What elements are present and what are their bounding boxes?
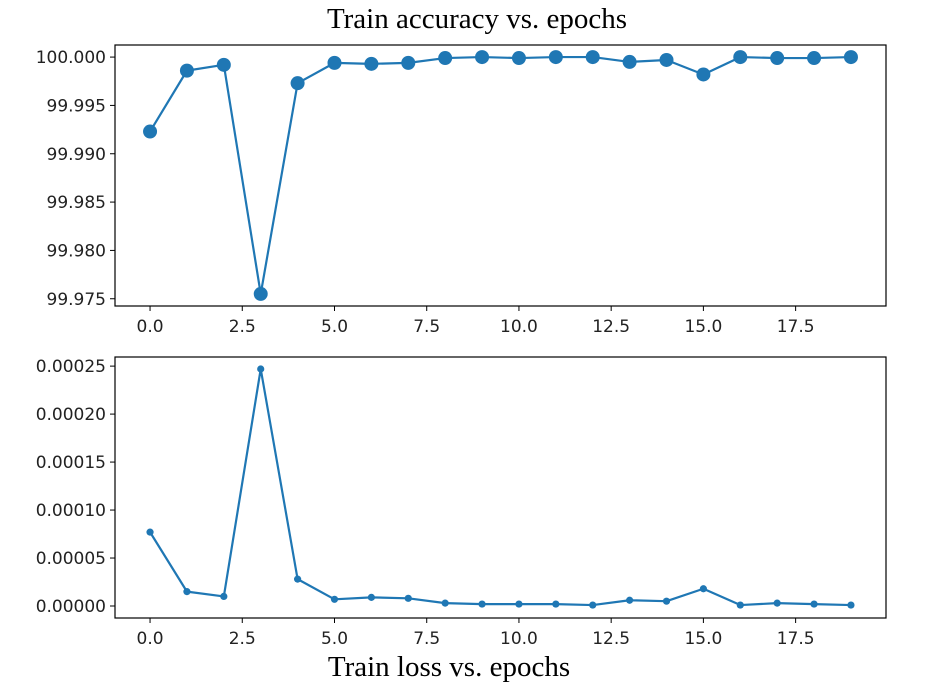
data-point: [733, 50, 748, 65]
y-tick-label: 0.00000: [36, 597, 106, 617]
x-tick-label: 15.0: [684, 317, 722, 337]
data-point: [699, 585, 707, 593]
y-tick-label: 99.990: [47, 145, 106, 165]
x-tick-label: 0.0: [137, 317, 164, 337]
data-point: [548, 50, 563, 65]
x-tick-label: 7.5: [413, 317, 440, 337]
data-point: [736, 601, 744, 609]
data-point: [364, 56, 379, 71]
y-tick-label: 0.00020: [36, 405, 106, 425]
data-point: [843, 50, 858, 65]
x-tick-label: 10.0: [500, 629, 538, 649]
data-point: [552, 600, 560, 608]
data-point: [807, 51, 822, 66]
series-line: [149, 55, 851, 296]
y-tick-label: 99.980: [47, 241, 106, 261]
data-point: [847, 601, 855, 609]
data-point: [662, 597, 671, 605]
data-point: [515, 600, 523, 608]
y-tick-label: 0.00025: [36, 357, 106, 377]
data-point: [622, 54, 637, 69]
y-tick-label: 0.00015: [36, 453, 106, 473]
data-point: [294, 575, 302, 583]
accuracy-chart-title: Train accuracy vs. epochs: [326, 3, 628, 35]
data-point: [216, 57, 231, 72]
y-tick-label: 100.000: [36, 48, 106, 68]
data-point: [441, 599, 449, 607]
data-point: [179, 63, 194, 78]
x-tick-label: 15.0: [684, 629, 722, 649]
y-tick-label: 0.00010: [36, 501, 106, 521]
x-tick-label: 12.5: [592, 317, 630, 337]
data-point: [475, 50, 490, 65]
data-point: [143, 124, 158, 139]
data-point: [146, 528, 154, 536]
x-tick-label: 17.5: [777, 629, 815, 649]
data-point: [585, 50, 600, 65]
data-point: [290, 76, 305, 91]
data-point: [367, 593, 375, 601]
x-tick-label: 2.5: [229, 317, 256, 337]
x-tick-label: 17.5: [777, 317, 815, 337]
loss-chart-title: Train loss vs. epochs: [327, 651, 571, 683]
data-point: [438, 51, 453, 66]
plot-frame: [114, 44, 887, 307]
data-point: [330, 595, 339, 603]
y-tick-label: 0.00005: [36, 549, 106, 569]
x-tick-label: 0.0: [137, 629, 164, 649]
data-point: [626, 596, 634, 604]
data-point: [401, 55, 416, 70]
data-point: [220, 592, 228, 601]
y-tick-label: 99.975: [47, 290, 106, 310]
data-point: [511, 51, 526, 66]
x-tick-label: 10.0: [500, 317, 538, 337]
x-tick-label: 2.5: [229, 629, 256, 649]
x-tick-label: 5.0: [321, 629, 348, 649]
data-point: [478, 600, 486, 608]
data-point: [773, 599, 781, 607]
plot-frame: [114, 356, 887, 619]
data-point: [327, 55, 342, 70]
x-tick-label: 5.0: [321, 317, 348, 337]
data-point: [404, 594, 412, 602]
data-point: [770, 51, 785, 66]
data-point: [183, 588, 191, 596]
data-point: [696, 67, 711, 82]
data-point: [257, 365, 265, 373]
accuracy-chart: 0.0 2.5 5.0 7.5 10.0 12.5 15.0 17.5 99.975 99.980…: [36, 44, 887, 337]
series-line: [149, 367, 851, 607]
x-tick-label: 12.5: [592, 629, 630, 649]
data-point: [810, 600, 818, 608]
x-tick-label: 7.5: [413, 629, 440, 649]
y-tick-label: 99.995: [47, 96, 106, 116]
data-point: [253, 286, 268, 301]
data-point: [659, 52, 674, 67]
data-point: [589, 601, 597, 609]
loss-chart: 0.0 2.5 5.0 7.5 10.0 12.5 15.0 17.5 0.00000 0.000…: [36, 356, 887, 649]
y-tick-label: 99.985: [47, 193, 106, 213]
